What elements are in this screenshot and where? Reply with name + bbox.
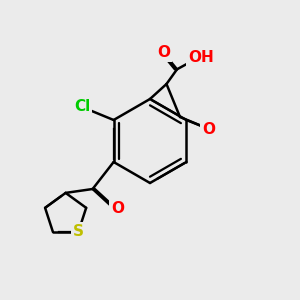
Text: O: O xyxy=(202,122,215,136)
Text: O: O xyxy=(157,45,170,60)
Text: OH: OH xyxy=(188,50,214,65)
Text: Cl: Cl xyxy=(74,99,90,114)
Text: O: O xyxy=(112,201,124,216)
Text: S: S xyxy=(73,224,84,239)
